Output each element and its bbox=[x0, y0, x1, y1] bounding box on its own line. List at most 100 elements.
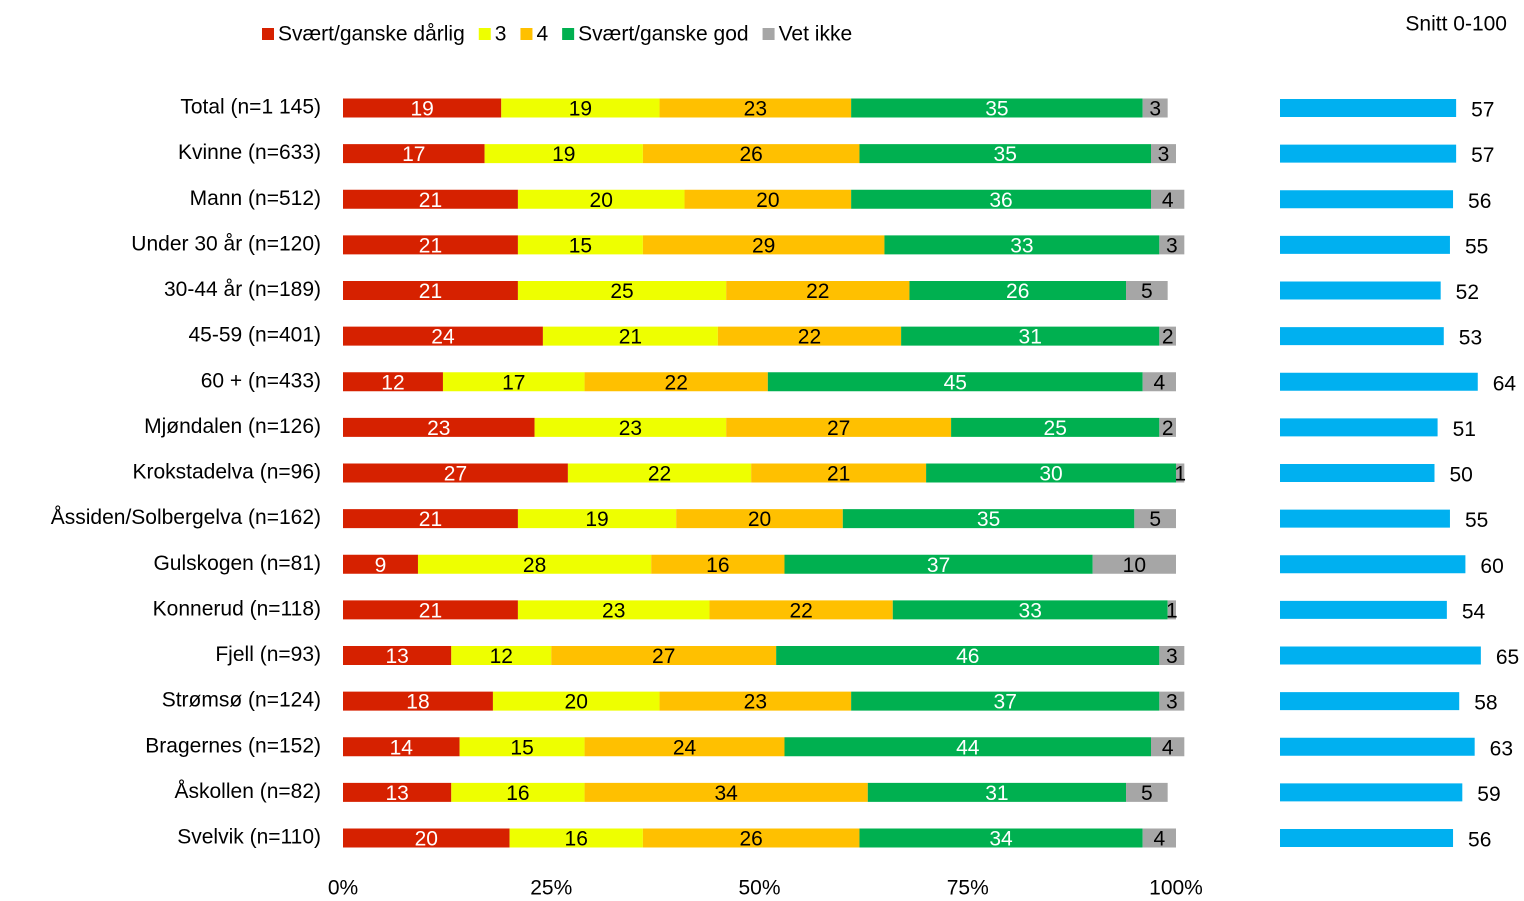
value-label: 19 bbox=[410, 98, 433, 121]
category-label: Strømsø (n=124) bbox=[162, 689, 321, 712]
bar-segment bbox=[659, 691, 852, 711]
category-label: Kvinne (n=633) bbox=[178, 141, 321, 164]
bar-segment bbox=[884, 235, 1160, 255]
bar-segment bbox=[1159, 691, 1185, 711]
bar-segment bbox=[892, 600, 1168, 620]
bar-segment bbox=[717, 326, 902, 346]
value-label: 3 bbox=[1149, 98, 1161, 121]
bar-segment bbox=[1151, 144, 1176, 164]
bar-segment bbox=[1151, 189, 1185, 209]
value-label: 56 bbox=[1468, 190, 1491, 213]
bar-segment bbox=[1126, 281, 1168, 300]
bar-segment bbox=[343, 600, 518, 620]
bar-segment bbox=[343, 326, 543, 346]
bar-segment bbox=[642, 235, 885, 255]
value-label: 50 bbox=[1450, 464, 1473, 487]
value-label: 4 bbox=[1162, 189, 1174, 212]
value-label: 21 bbox=[419, 508, 442, 531]
value-label: 57 bbox=[1471, 144, 1494, 167]
bar-segment bbox=[676, 509, 843, 529]
legend-swatch bbox=[262, 28, 274, 40]
x-tick-label: 75% bbox=[947, 877, 989, 900]
value-label: 64 bbox=[1493, 372, 1517, 395]
bar-segment bbox=[584, 782, 868, 802]
bar-segment bbox=[417, 554, 652, 574]
value-label: 20 bbox=[415, 828, 438, 851]
value-label: 27 bbox=[444, 463, 467, 486]
value-label: 23 bbox=[744, 691, 767, 714]
category-label: 30-44 år (n=189) bbox=[164, 278, 321, 301]
category-label: Mann (n=512) bbox=[190, 187, 321, 210]
value-label: 36 bbox=[989, 189, 1012, 212]
bar-segment bbox=[776, 646, 1160, 665]
value-label: 54 bbox=[1462, 600, 1486, 623]
value-label: 55 bbox=[1465, 235, 1488, 258]
value-label: 33 bbox=[1010, 234, 1033, 257]
bar-segment bbox=[784, 737, 1152, 757]
value-label: 65 bbox=[1496, 646, 1519, 669]
value-label: 16 bbox=[706, 554, 729, 577]
bar-segment bbox=[1142, 98, 1168, 118]
bar-segment bbox=[642, 828, 860, 848]
bar-segment bbox=[1134, 509, 1176, 529]
value-label: 3 bbox=[1166, 234, 1178, 257]
bar-segment bbox=[1142, 828, 1176, 848]
bar-segment bbox=[501, 98, 660, 118]
value-label: 3 bbox=[1166, 691, 1178, 714]
value-label: 19 bbox=[569, 98, 592, 121]
value-label: 37 bbox=[927, 554, 950, 577]
value-label: 20 bbox=[756, 189, 779, 212]
bar-segment bbox=[1092, 554, 1176, 574]
bar-segment bbox=[1126, 782, 1168, 802]
value-label: 26 bbox=[1006, 280, 1029, 303]
value-label: 4 bbox=[1162, 736, 1174, 759]
bar-segment bbox=[751, 463, 927, 483]
bar-segment bbox=[343, 189, 518, 209]
value-label: 25 bbox=[610, 280, 633, 303]
legend-label: 4 bbox=[536, 23, 548, 46]
bar-segment bbox=[343, 417, 535, 437]
bar-segment bbox=[567, 463, 752, 483]
value-label: 23 bbox=[744, 98, 767, 121]
bar bbox=[1280, 646, 1481, 665]
value-label: 25 bbox=[1044, 417, 1067, 440]
bar-segment bbox=[343, 235, 518, 255]
bar-segment bbox=[1176, 463, 1185, 483]
bar-segment bbox=[492, 691, 660, 711]
value-label: 5 bbox=[1149, 508, 1161, 531]
bar-segment bbox=[517, 281, 727, 300]
bar-segment bbox=[642, 144, 860, 164]
value-label: 16 bbox=[565, 828, 588, 851]
bar-segment bbox=[851, 98, 1143, 118]
value-label: 21 bbox=[419, 599, 442, 622]
value-label: 21 bbox=[827, 463, 850, 486]
bar-segment bbox=[584, 737, 785, 757]
value-label: 23 bbox=[619, 417, 642, 440]
bar-segment bbox=[517, 189, 685, 209]
bar-segment bbox=[459, 737, 585, 757]
legend-label: 3 bbox=[495, 23, 507, 46]
value-label: 2 bbox=[1162, 417, 1174, 440]
bar-segment bbox=[851, 189, 1152, 209]
category-label: Total (n=1 145) bbox=[180, 96, 321, 119]
bar-segment bbox=[343, 281, 518, 300]
value-label: 51 bbox=[1453, 418, 1476, 441]
category-label: 60 + (n=433) bbox=[201, 369, 321, 392]
bar-segment bbox=[451, 782, 585, 802]
value-label: 16 bbox=[506, 782, 529, 805]
bar-segment bbox=[1159, 235, 1185, 255]
bar-segment bbox=[1151, 737, 1185, 757]
bar-segment bbox=[926, 463, 1176, 483]
value-label: 18 bbox=[406, 691, 429, 714]
value-label: 21 bbox=[419, 189, 442, 212]
x-tick-label: 50% bbox=[738, 877, 780, 900]
bar-segment bbox=[767, 372, 1143, 392]
value-label: 29 bbox=[752, 234, 775, 257]
chart-title: Snitt 0-100 bbox=[1405, 13, 1507, 36]
value-label: 22 bbox=[789, 599, 812, 622]
category-label: Under 30 år (n=120) bbox=[131, 232, 321, 255]
value-label: 12 bbox=[490, 645, 513, 668]
value-label: 20 bbox=[590, 189, 613, 212]
bar-segment bbox=[551, 646, 777, 665]
value-label: 21 bbox=[419, 234, 442, 257]
